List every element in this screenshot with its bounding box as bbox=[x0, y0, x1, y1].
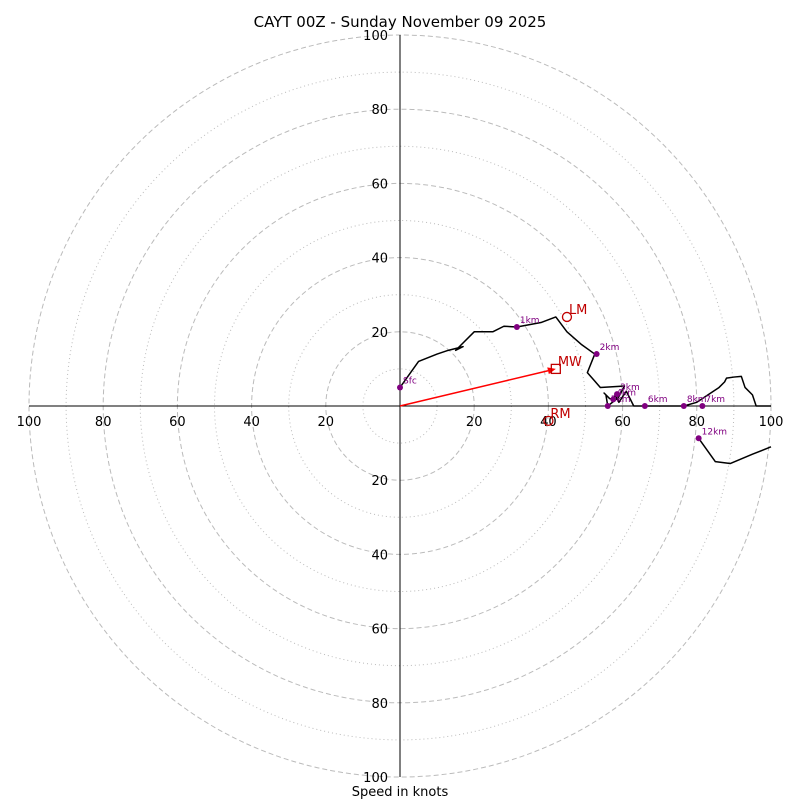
level-point-3km bbox=[614, 391, 621, 398]
level-point-1km bbox=[513, 323, 520, 330]
tick-label-east-100: 100 bbox=[759, 415, 784, 430]
tick-label-south-100: 100 bbox=[363, 771, 388, 786]
level-label-6km: 6km bbox=[648, 395, 668, 405]
storm-motion-markers: LM RM MW bbox=[543, 303, 587, 426]
tick-label-west-60: 60 bbox=[169, 415, 186, 430]
level-label-7km: 7km bbox=[705, 395, 725, 405]
tick-label-south-80: 80 bbox=[371, 697, 388, 712]
level-point-Sfc bbox=[397, 384, 403, 391]
tick-label-east-60: 60 bbox=[614, 415, 631, 430]
tick-label-east-20: 20 bbox=[466, 415, 483, 430]
mean-wind-arrow-line bbox=[399, 370, 549, 407]
level-label-4km: 4km bbox=[616, 388, 636, 398]
tick-label-west-80: 80 bbox=[95, 415, 112, 430]
tick-label-north-100: 100 bbox=[363, 29, 388, 44]
tick-label-north-60: 60 bbox=[371, 177, 388, 192]
tick-labels: 2020202040404040606060608080808010010010… bbox=[17, 29, 784, 786]
x-axis-label: Speed in knots bbox=[352, 785, 449, 800]
level-point-4km bbox=[610, 396, 617, 403]
level-label-2km: 2km bbox=[600, 343, 620, 353]
level-point-7km bbox=[699, 403, 706, 409]
level-point-5km bbox=[604, 403, 611, 409]
level-label-8km: 8km bbox=[687, 395, 707, 405]
level-label-Sfc: Sfc bbox=[403, 376, 417, 386]
lm-marker bbox=[561, 311, 573, 323]
chart-title: CAYT 00Z - Sunday November 09 2025 bbox=[254, 13, 547, 31]
level-label-5km: 5km bbox=[611, 395, 631, 405]
tick-label-north-80: 80 bbox=[371, 103, 388, 118]
tick-label-west-100: 100 bbox=[17, 415, 42, 430]
mw-label: MW bbox=[558, 355, 582, 370]
mean-wind-arrow-group bbox=[399, 367, 556, 407]
tick-label-south-20: 20 bbox=[371, 474, 388, 489]
level-label-12km: 12km bbox=[702, 427, 727, 437]
tick-label-north-40: 40 bbox=[371, 252, 388, 267]
mw-marker bbox=[550, 363, 561, 375]
rm-label: RM bbox=[550, 407, 570, 422]
level-point-6km bbox=[641, 403, 648, 409]
tick-label-south-60: 60 bbox=[371, 623, 388, 638]
level-point-2km bbox=[593, 351, 600, 358]
tick-label-west-40: 40 bbox=[243, 415, 260, 430]
tick-label-east-80: 80 bbox=[689, 415, 706, 430]
level-label-1km: 1km bbox=[520, 316, 540, 326]
wind-trace bbox=[399, 316, 772, 465]
tick-label-west-20: 20 bbox=[318, 415, 335, 430]
level-label-3km: 3km bbox=[620, 383, 640, 393]
hodograph-trace-line bbox=[399, 316, 771, 407]
tick-label-north-20: 20 bbox=[371, 326, 388, 341]
hodograph-trace-upper-line bbox=[698, 437, 772, 465]
level-point-12km bbox=[695, 435, 702, 442]
lm-label: LM bbox=[569, 303, 587, 318]
rm-marker bbox=[543, 415, 554, 426]
tick-label-south-40: 40 bbox=[371, 548, 388, 563]
level-point-8km bbox=[680, 403, 687, 409]
